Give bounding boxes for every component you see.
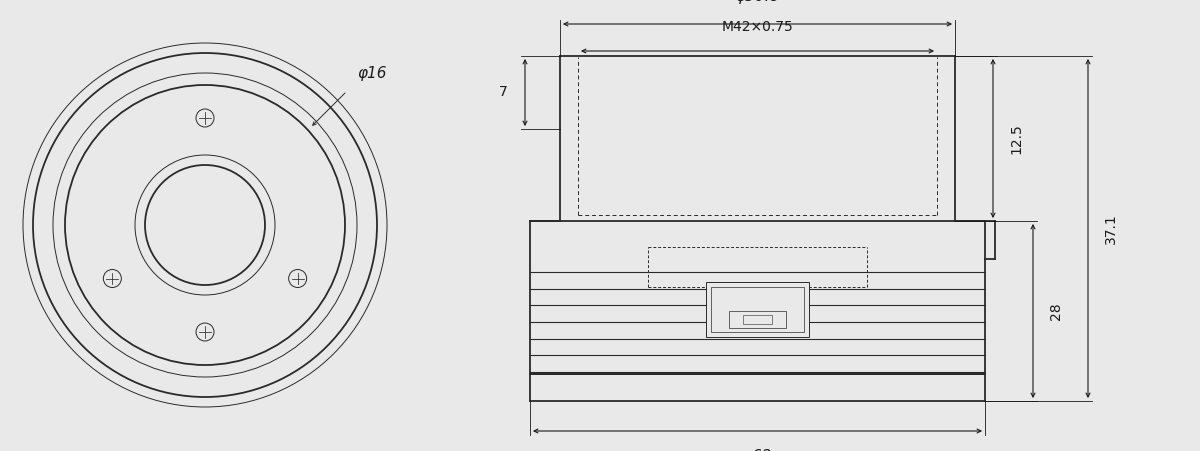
Text: 12.5: 12.5	[1009, 123, 1022, 154]
Bar	[728, 311, 786, 328]
Text: 7: 7	[499, 86, 508, 100]
Text: φ62: φ62	[743, 449, 773, 451]
Bar	[743, 315, 772, 324]
Bar	[706, 282, 810, 337]
Bar	[710, 287, 804, 332]
Text: 28: 28	[1049, 302, 1063, 320]
Text: φ16: φ16	[358, 66, 386, 81]
Text: 37.1: 37.1	[1104, 213, 1118, 244]
Text: φ50.8: φ50.8	[736, 0, 780, 4]
Text: M42×0.75: M42×0.75	[721, 20, 793, 34]
